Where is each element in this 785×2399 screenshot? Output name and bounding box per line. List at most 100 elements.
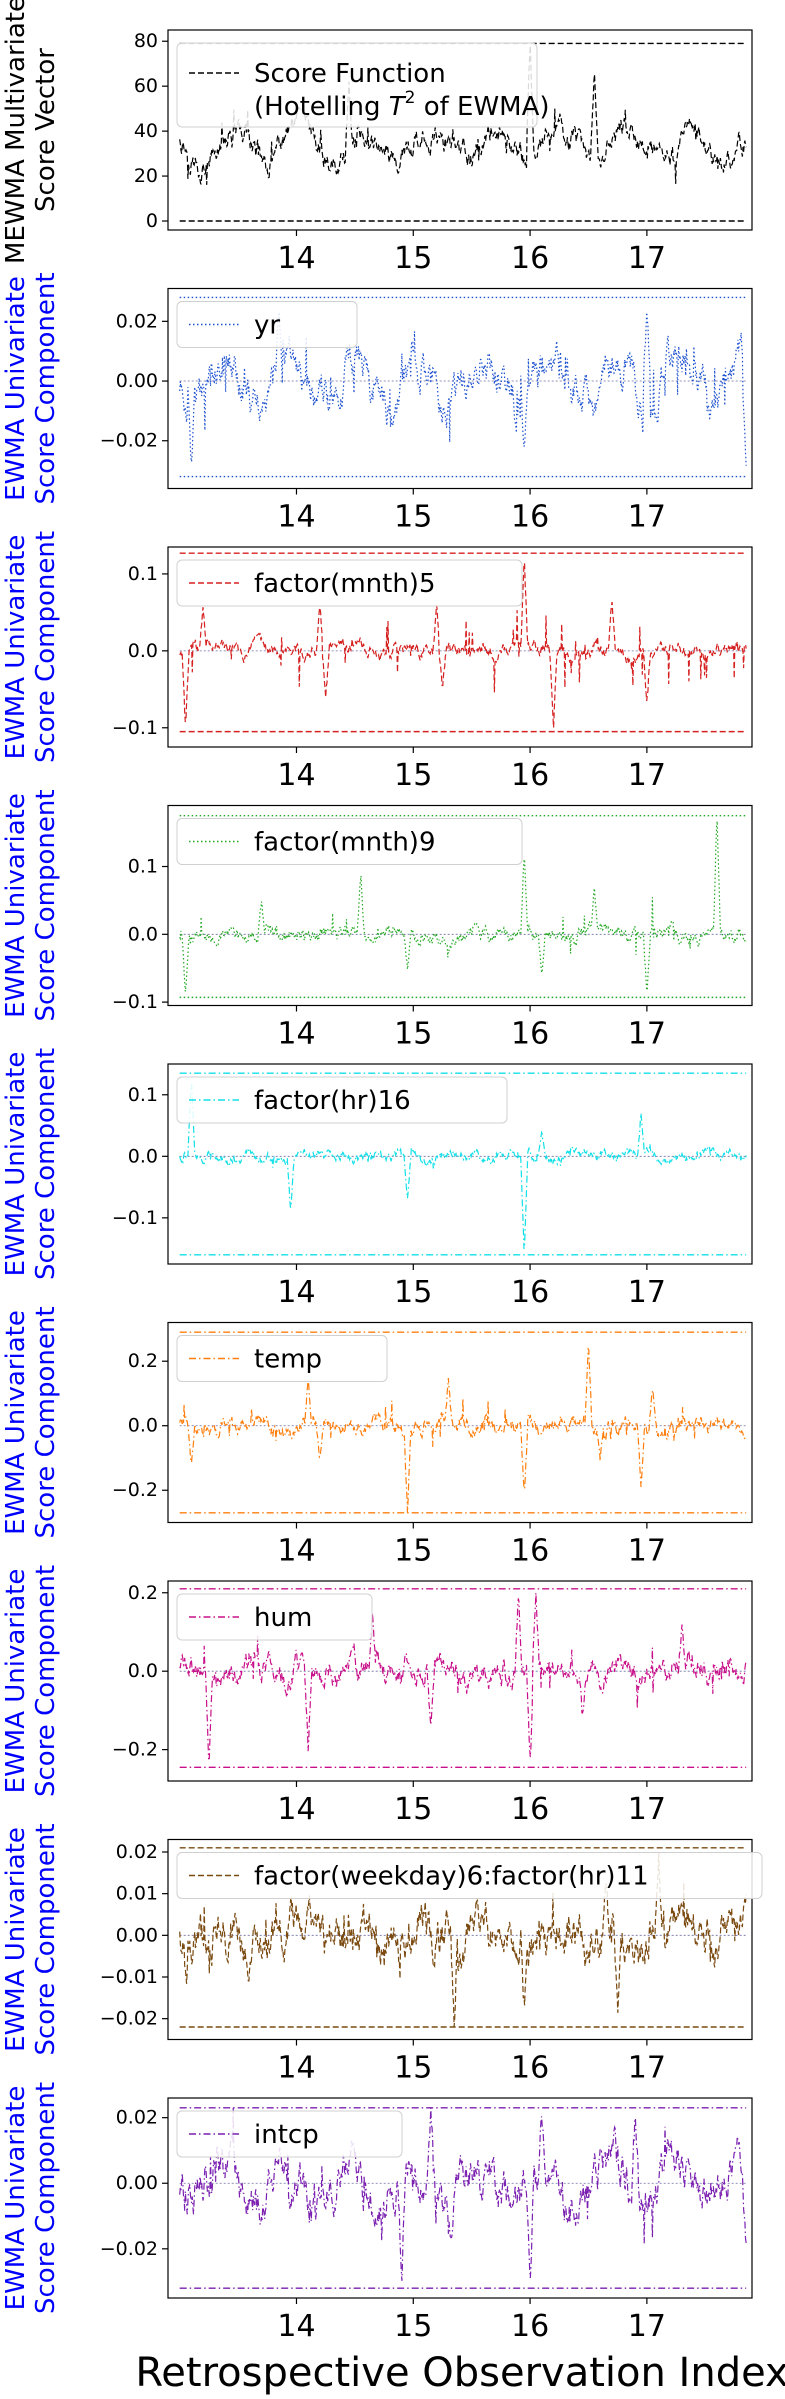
y-tick-label: 0.0 [128, 1145, 158, 1167]
legend: intcp [176, 2110, 403, 2158]
y-axis-label-line: Score Component [31, 2082, 61, 2314]
panel-7: −0.2 0.0 0.2 14 15 16 17 EWMA UnivariateScore C… [1, 1565, 753, 1827]
legend: factor(weekday)6:factor(hr)11 [176, 1852, 763, 1899]
y-axis-label-line: EWMA Univariate [1, 535, 31, 760]
y-axis-label-line: Score Component [31, 1565, 61, 1797]
panel-2: −0.02 0.00 0.02 14 15 16 17 EWMA UnivariateScor… [1, 272, 753, 535]
legend: temp [176, 1335, 388, 1382]
y-tick-label: −0.1 [112, 991, 158, 1013]
legend: yr [176, 301, 358, 348]
x-tick-label: 16 [511, 2051, 549, 2086]
axes-frame [167, 1321, 753, 1524]
x-tick-label: 14 [277, 1275, 315, 1310]
x-tick-label: 16 [511, 1275, 549, 1310]
y-axis-label-line: Score Component [31, 272, 61, 504]
x-tick-label: 14 [277, 1534, 315, 1569]
panel-5: −0.1 0.0 0.1 14 15 16 17 EWMA UnivariateScore C… [1, 1048, 753, 1310]
x-tick-label: 14 [277, 241, 315, 276]
legend-label-line2: (Hotelling T2 of EWMA) [254, 88, 550, 122]
y-tick-label: 0.0 [128, 1415, 158, 1437]
y-axis-label-line: Score Component [31, 789, 61, 1021]
x-tick-label: 17 [628, 1534, 666, 1569]
legend-label: factor(hr)16 [254, 1086, 411, 1116]
y-axis-label: EWMA UnivariateScore Component [1, 272, 61, 504]
panel-8: −0.02 −0.01 0.00 0.01 0.02 14 15 16 17 EWMA Univa… [1, 1823, 763, 2086]
series-line [179, 821, 747, 992]
y-axis-label-line: EWMA Univariate [1, 1569, 31, 1794]
x-tick-label: 15 [394, 1534, 432, 1569]
y-axis-label-line: Score Component [31, 1306, 61, 1538]
y-tick-label: 0.2 [128, 1582, 158, 1604]
y-tick-label: −0.02 [100, 2238, 158, 2260]
y-tick-label: 0.1 [128, 856, 158, 878]
x-tick-label: 15 [394, 758, 432, 793]
legend-box [176, 1593, 373, 1641]
x-tick-label: 15 [394, 1792, 432, 1827]
y-tick-label: 80 [134, 30, 158, 52]
legend-label: factor(mnth)9 [254, 828, 435, 858]
y-axis-label-line: Score Component [31, 1048, 61, 1280]
axes-frame [167, 287, 753, 490]
legend: factor(mnth)9 [176, 818, 523, 865]
y-tick-label: −0.02 [100, 2008, 158, 2030]
x-tick-label: 17 [628, 1275, 666, 1310]
y-axis-label-line: EWMA Univariate [1, 793, 31, 1018]
x-tick-label: 16 [511, 1017, 549, 1052]
x-tick-label: 14 [277, 1017, 315, 1052]
y-axis-label: EWMA UnivariateScore Component [1, 2082, 61, 2314]
y-axis-label: EWMA UnivariateScore Component [1, 531, 61, 763]
legend-box [176, 1076, 508, 1124]
legend-label: factor(weekday)6:factor(hr)11 [254, 1862, 649, 1892]
y-axis-label: EWMA UnivariateScore Component [1, 1565, 61, 1797]
y-axis-label-line: MEWMA Multivariate [1, 0, 31, 264]
x-tick-label: 17 [628, 758, 666, 793]
x-tick-label: 17 [628, 2051, 666, 2086]
axes-frame [167, 29, 753, 231]
axes-frame [167, 1838, 753, 2041]
series-line [179, 2107, 747, 2281]
y-tick-label: 60 [134, 75, 158, 97]
y-tick-label: 0.2 [128, 1350, 158, 1372]
panel-6: −0.2 0.0 0.2 14 15 16 17 EWMA UnivariateScore C… [1, 1306, 753, 1569]
legend-label-part: 2 [405, 88, 416, 108]
x-tick-label: 16 [511, 241, 549, 276]
legend-label: intcp [254, 2120, 319, 2150]
y-tick-label: 0.0 [128, 640, 158, 662]
axes-frame [167, 2097, 753, 2299]
x-tick-label: 17 [628, 500, 666, 535]
x-tick-label: 14 [277, 2309, 315, 2344]
y-tick-label: 0.01 [116, 1883, 158, 1905]
x-tick-label: 15 [394, 1275, 432, 1310]
y-tick-label: 0.00 [116, 1924, 158, 1946]
legend-label-part: T [389, 92, 407, 122]
y-axis-label: EWMA UnivariateScore Component [1, 1048, 61, 1280]
axes-frame [167, 804, 753, 1007]
y-axis-label-line: EWMA Univariate [1, 2086, 31, 2311]
legend-label: hum [254, 1603, 312, 1633]
legend-label: Score Function [254, 59, 446, 89]
series-line [179, 312, 747, 466]
y-tick-label: −0.1 [112, 1207, 158, 1229]
x-tick-label: 14 [277, 758, 315, 793]
y-axis-label-line: EWMA Univariate [1, 1827, 31, 2052]
x-tick-label: 16 [511, 758, 549, 793]
series-line [179, 561, 747, 728]
x-tick-label: 14 [277, 2051, 315, 2086]
x-tick-label: 17 [628, 1017, 666, 1052]
panel-9: −0.02 0.00 0.02 14 15 16 17 EWMA UnivariateScor… [1, 2082, 753, 2344]
y-axis-label-line: EWMA Univariate [1, 1310, 31, 1535]
legend-label: yr [254, 311, 280, 341]
x-tick-label: 15 [394, 241, 432, 276]
y-axis-label: EWMA UnivariateScore Component [1, 1823, 61, 2055]
legend: Score Function(Hotelling T2 of EWMA) [176, 42, 550, 128]
legend-box [176, 1335, 388, 1382]
legend-box [176, 301, 358, 348]
x-tick-label: 17 [628, 1792, 666, 1827]
y-tick-label: 0.0 [128, 1660, 158, 1682]
x-tick-label: 15 [394, 2051, 432, 2086]
y-tick-label: 0 [146, 210, 158, 232]
y-tick-label: 0.1 [128, 1084, 158, 1106]
